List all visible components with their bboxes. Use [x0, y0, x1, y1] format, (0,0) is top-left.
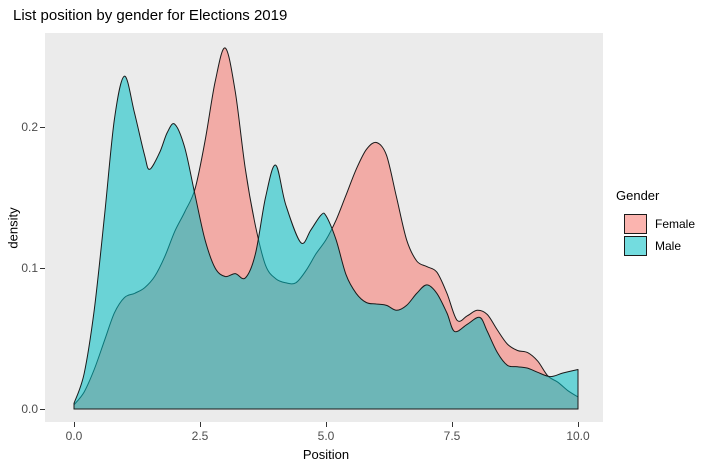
density-plot: [73, 47, 579, 410]
x-tick-mark: [578, 422, 579, 427]
legend-entry-male: Male: [624, 236, 695, 256]
x-tick-label: 2.5: [191, 429, 209, 443]
male-swatch: [624, 236, 647, 256]
x-tick-label: 7.5: [443, 429, 461, 443]
x-tick-label: 10.0: [566, 429, 590, 443]
x-tick-label: 5.0: [317, 429, 335, 443]
male-density-area: [73, 75, 579, 410]
x-axis-title: Position: [302, 447, 350, 462]
legend-label: Female: [655, 217, 696, 231]
y-tick-label: 0.1: [21, 261, 38, 275]
y-tick-mark: [40, 409, 45, 410]
female-swatch: [624, 214, 647, 234]
x-tick-label: 0.0: [65, 429, 83, 443]
plot-panel: [45, 33, 603, 422]
y-tick-mark: [40, 268, 45, 269]
x-tick-mark: [326, 422, 327, 427]
x-tick-mark: [200, 422, 201, 427]
chart-title: List position by gender for Elections 20…: [13, 7, 288, 24]
y-tick-label: 0.0: [21, 402, 38, 416]
y-tick-mark: [40, 127, 45, 128]
legend-entry-female: Female: [624, 214, 695, 234]
x-tick-mark: [452, 422, 453, 427]
legend: Gender Female Male: [616, 188, 695, 258]
legend-label: Male: [655, 239, 682, 253]
x-tick-mark: [74, 422, 75, 427]
y-tick-label: 0.2: [21, 120, 38, 134]
y-axis-title: density: [5, 207, 21, 249]
legend-title: Gender: [616, 188, 660, 203]
